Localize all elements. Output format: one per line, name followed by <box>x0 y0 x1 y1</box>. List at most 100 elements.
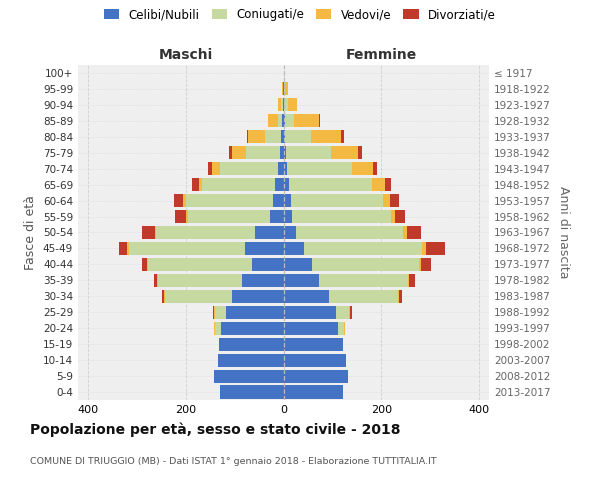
Bar <box>156 226 255 239</box>
Bar <box>286 146 331 160</box>
Bar <box>371 178 385 191</box>
Bar <box>278 98 281 112</box>
Bar <box>221 322 284 335</box>
Bar <box>232 146 247 160</box>
Bar <box>319 274 408 287</box>
Bar <box>183 194 185 207</box>
Bar <box>247 146 280 160</box>
Bar <box>291 194 383 207</box>
Bar <box>350 306 352 319</box>
Bar <box>142 258 147 271</box>
Bar <box>284 370 348 382</box>
Text: Femmine: Femmine <box>346 48 417 62</box>
Bar <box>214 322 215 335</box>
Bar <box>164 290 232 303</box>
Legend: Celibi/Nubili, Coniugati/e, Vedovi/e, Divorziati/e: Celibi/Nubili, Coniugati/e, Vedovi/e, Di… <box>99 4 501 26</box>
Bar <box>391 210 395 223</box>
Bar <box>421 258 431 271</box>
Bar <box>284 162 287 175</box>
Bar <box>284 242 304 255</box>
Bar <box>285 114 294 128</box>
Bar <box>338 322 344 335</box>
Bar <box>215 306 226 319</box>
Text: Popolazione per età, sesso e stato civile - 2018: Popolazione per età, sesso e stato civil… <box>30 422 401 437</box>
Bar <box>284 274 319 287</box>
Bar <box>284 114 285 128</box>
Text: COMUNE DI TRIUGGIO (MB) - Dati ISTAT 1° gennaio 2018 - Elaborazione TUTTITALIA.I: COMUNE DI TRIUGGIO (MB) - Dati ISTAT 1° … <box>30 458 437 466</box>
Bar <box>311 130 341 143</box>
Bar <box>247 130 248 143</box>
Bar <box>395 210 405 223</box>
Bar <box>281 82 283 96</box>
Bar <box>284 386 343 398</box>
Bar <box>422 242 427 255</box>
Bar <box>278 162 284 175</box>
Bar <box>129 242 245 255</box>
Bar <box>220 386 284 398</box>
Bar <box>119 242 127 255</box>
Bar <box>407 226 421 239</box>
Bar <box>278 114 282 128</box>
Bar <box>373 162 377 175</box>
Bar <box>245 242 284 255</box>
Bar <box>186 210 188 223</box>
Bar <box>284 354 346 366</box>
Bar <box>275 178 284 191</box>
Bar <box>242 274 284 287</box>
Bar <box>283 98 284 112</box>
Bar <box>281 130 284 143</box>
Bar <box>158 274 242 287</box>
Bar <box>220 162 278 175</box>
Bar <box>287 162 352 175</box>
Bar <box>319 114 320 128</box>
Bar <box>157 274 158 287</box>
Bar <box>284 82 286 96</box>
Bar <box>218 354 284 366</box>
Bar <box>215 322 221 335</box>
Bar <box>265 130 281 143</box>
Bar <box>281 98 283 112</box>
Bar <box>331 146 358 160</box>
Bar <box>296 226 403 239</box>
Bar <box>358 146 362 160</box>
Bar <box>251 258 284 271</box>
Bar <box>268 114 278 128</box>
Bar <box>248 130 265 143</box>
Bar <box>419 258 421 271</box>
Bar <box>409 274 415 287</box>
Bar <box>229 146 232 160</box>
Bar <box>284 338 343 350</box>
Bar <box>147 258 148 271</box>
Y-axis label: Anni di nascita: Anni di nascita <box>557 186 570 279</box>
Bar <box>427 242 445 255</box>
Bar <box>304 242 422 255</box>
Bar <box>284 226 296 239</box>
Bar <box>344 322 345 335</box>
Bar <box>175 210 186 223</box>
Bar <box>289 178 371 191</box>
Bar <box>185 194 273 207</box>
Bar <box>284 178 289 191</box>
Bar <box>294 114 319 128</box>
Bar <box>284 306 337 319</box>
Bar <box>284 98 289 112</box>
Bar <box>390 194 399 207</box>
Bar <box>226 306 284 319</box>
Bar <box>188 210 270 223</box>
Bar <box>148 258 251 271</box>
Bar <box>284 130 286 143</box>
Bar <box>193 178 199 191</box>
Bar <box>202 178 275 191</box>
Bar <box>214 306 215 319</box>
Bar <box>286 130 311 143</box>
Bar <box>400 290 402 303</box>
Bar <box>280 146 284 160</box>
Bar <box>284 146 286 160</box>
Bar <box>284 322 338 335</box>
Bar <box>341 130 344 143</box>
Bar <box>385 178 391 191</box>
Bar <box>329 290 398 303</box>
Bar <box>286 82 288 96</box>
Bar <box>312 258 419 271</box>
Bar <box>284 210 292 223</box>
